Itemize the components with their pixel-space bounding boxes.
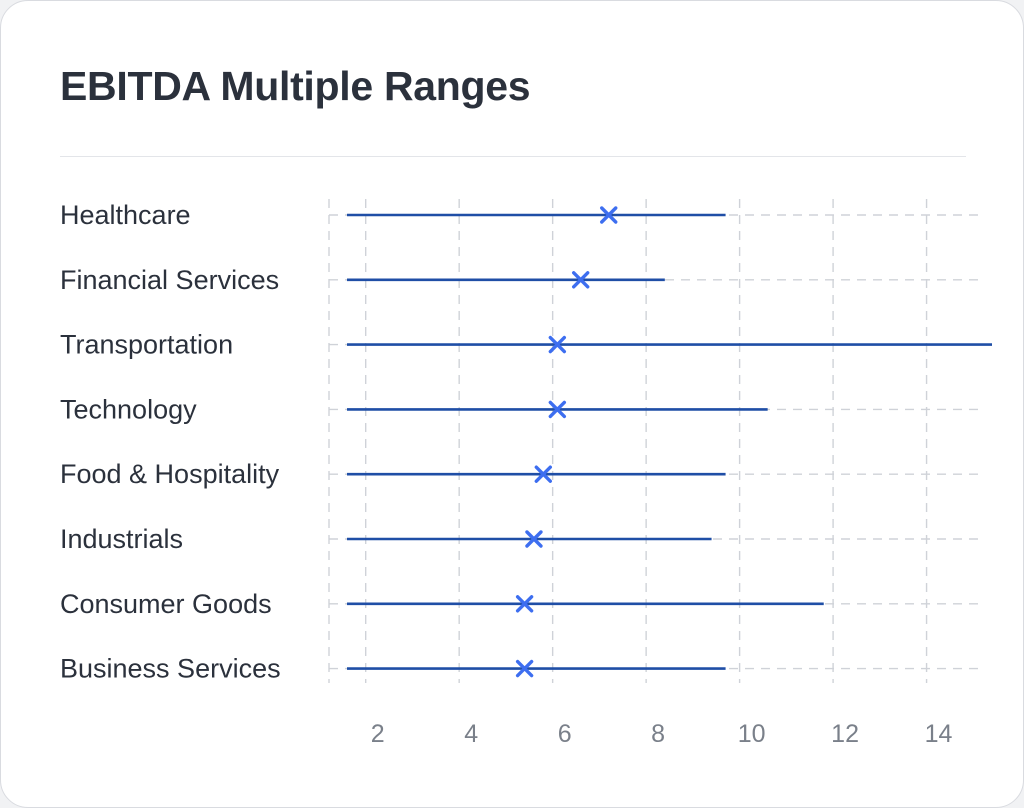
median-marker — [548, 400, 567, 419]
median-marker-stroke — [571, 271, 590, 289]
x-tick-label: 10 — [738, 720, 766, 748]
category-label: Healthcare — [60, 200, 191, 230]
median-marker-stroke — [548, 400, 567, 419]
median-marker — [534, 465, 553, 483]
median-marker — [571, 271, 590, 289]
x-tick-label: 4 — [464, 720, 478, 748]
x-tick-label: 12 — [831, 720, 859, 748]
x-tick-label: 14 — [925, 720, 953, 748]
median-marker — [548, 335, 567, 354]
median-marker-stroke — [548, 335, 567, 354]
median-marker-stroke — [534, 465, 553, 483]
median-marker-stroke — [515, 595, 534, 613]
category-label: Business Services — [60, 654, 281, 684]
x-tick-label: 8 — [651, 720, 665, 748]
category-label: Financial Services — [60, 265, 279, 295]
category-label: Consumer Goods — [60, 589, 272, 619]
median-marker-stroke — [515, 659, 534, 678]
x-tick-label: 6 — [558, 720, 572, 748]
median-marker — [515, 595, 534, 613]
category-label: Food & Hospitality — [60, 459, 280, 489]
median-marker-stroke — [525, 530, 543, 548]
median-marker — [600, 206, 618, 224]
median-marker — [515, 659, 534, 678]
chart-title: EBITDA Multiple Ranges — [60, 63, 531, 109]
category-label: Industrials — [60, 524, 183, 554]
title-divider — [60, 156, 966, 157]
category-label: Transportation — [60, 330, 233, 360]
x-tick-label: 2 — [371, 720, 385, 748]
category-label: Technology — [60, 394, 197, 424]
median-marker-stroke — [600, 206, 618, 224]
median-marker — [525, 530, 543, 548]
